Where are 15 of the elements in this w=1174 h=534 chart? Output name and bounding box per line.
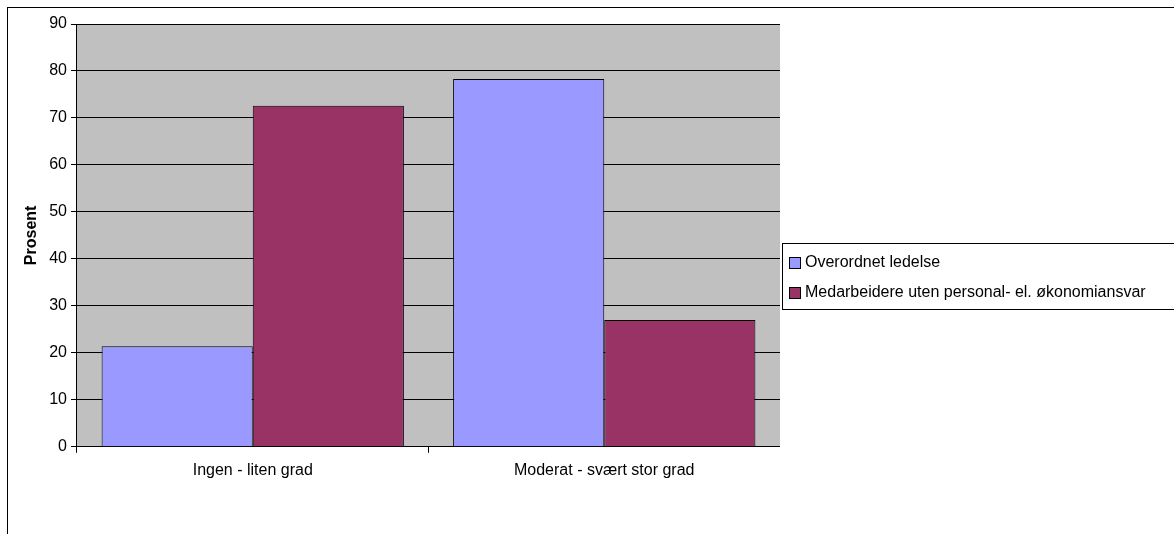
- y-tick-label: 0: [58, 437, 68, 455]
- y-tick-label: 60: [49, 155, 68, 173]
- x-tick-label: Ingen - liten grad: [192, 460, 313, 478]
- y-tick-label: 50: [49, 202, 68, 220]
- x-tick-label: Moderat - svært stor grad: [514, 460, 695, 478]
- y-axis-title: Prosent: [22, 204, 40, 266]
- y-tick-label: 90: [49, 14, 68, 32]
- y-tick-label: 70: [49, 108, 68, 126]
- legend-label: Overordnet ledelse: [805, 253, 941, 271]
- y-tick-label: 80: [49, 61, 68, 79]
- y-tick-label: 30: [49, 296, 68, 314]
- legend-label: Medarbeidere uten personal- el. økonomiansvar: [805, 283, 1146, 301]
- y-tick-label: 40: [49, 249, 68, 267]
- y-tick-label: 10: [49, 390, 68, 408]
- y-tick-label: 20: [49, 343, 68, 361]
